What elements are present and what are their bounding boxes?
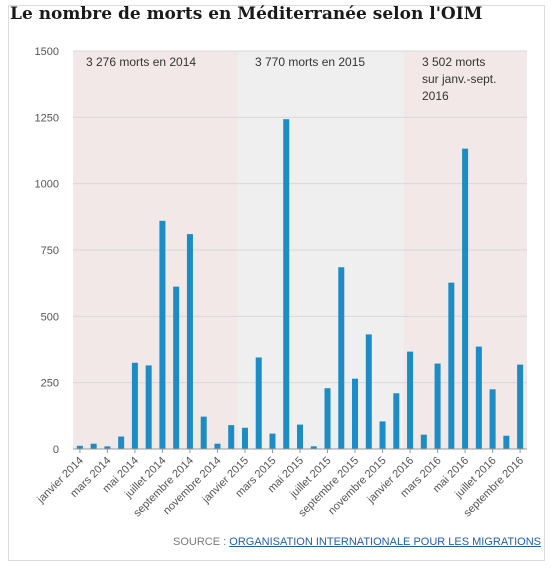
source-label: SOURCE : [173, 536, 227, 548]
bar [90, 443, 97, 449]
bar [517, 364, 524, 449]
y-tick-label: 1000 [35, 179, 59, 191]
bar [159, 220, 166, 449]
source-link[interactable]: ORGANISATION INTERNATIONALE POUR LES MIG… [229, 536, 541, 548]
y-tick-label: 500 [41, 311, 59, 323]
bar [393, 393, 400, 449]
bar [297, 424, 303, 449]
bar [448, 282, 455, 449]
bar [324, 388, 331, 449]
bar [420, 434, 427, 449]
bar [379, 421, 386, 449]
bar [241, 427, 248, 449]
source-line: SOURCE : ORGANISATION INTERNATIONALE POU… [173, 536, 541, 548]
bar [503, 435, 510, 449]
y-tick-label: 250 [41, 378, 59, 390]
annotation-2016: sur janv.-sept. [422, 72, 496, 86]
bar [462, 148, 469, 449]
annotations: 3 276 morts en 2014 3 770 morts en 2015 3 … [86, 55, 496, 103]
chart-title: Le nombre de morts en Méditerranée selon… [10, 4, 483, 24]
bar [310, 446, 317, 449]
bar [269, 433, 276, 449]
y-tick-label: 750 [41, 245, 59, 257]
bar [407, 351, 414, 449]
bar [228, 425, 235, 449]
annotation-2016: 2016 [422, 89, 449, 103]
bar [186, 234, 193, 449]
bar [118, 436, 125, 449]
bar [489, 389, 496, 449]
bar [338, 267, 345, 449]
y-tick-label: 0 [53, 444, 59, 456]
y-tick-label: 1500 [35, 46, 59, 58]
annotation-2014: 3 276 morts en 2014 [86, 55, 196, 69]
bar [104, 446, 111, 449]
annotation-2016: 3 502 morts [422, 55, 485, 69]
bar [131, 362, 138, 449]
bar [145, 365, 152, 449]
y-tick-label: 1250 [35, 112, 59, 124]
bar [352, 378, 359, 449]
bar [200, 416, 207, 449]
bar [173, 286, 180, 449]
bars [76, 119, 524, 449]
bar [475, 346, 482, 449]
annotation-2015: 3 770 morts en 2015 [255, 55, 365, 69]
bar [214, 443, 221, 449]
bar [76, 445, 83, 449]
bar [365, 334, 372, 449]
bar [434, 363, 441, 449]
bar [255, 357, 262, 449]
bar [283, 119, 290, 449]
